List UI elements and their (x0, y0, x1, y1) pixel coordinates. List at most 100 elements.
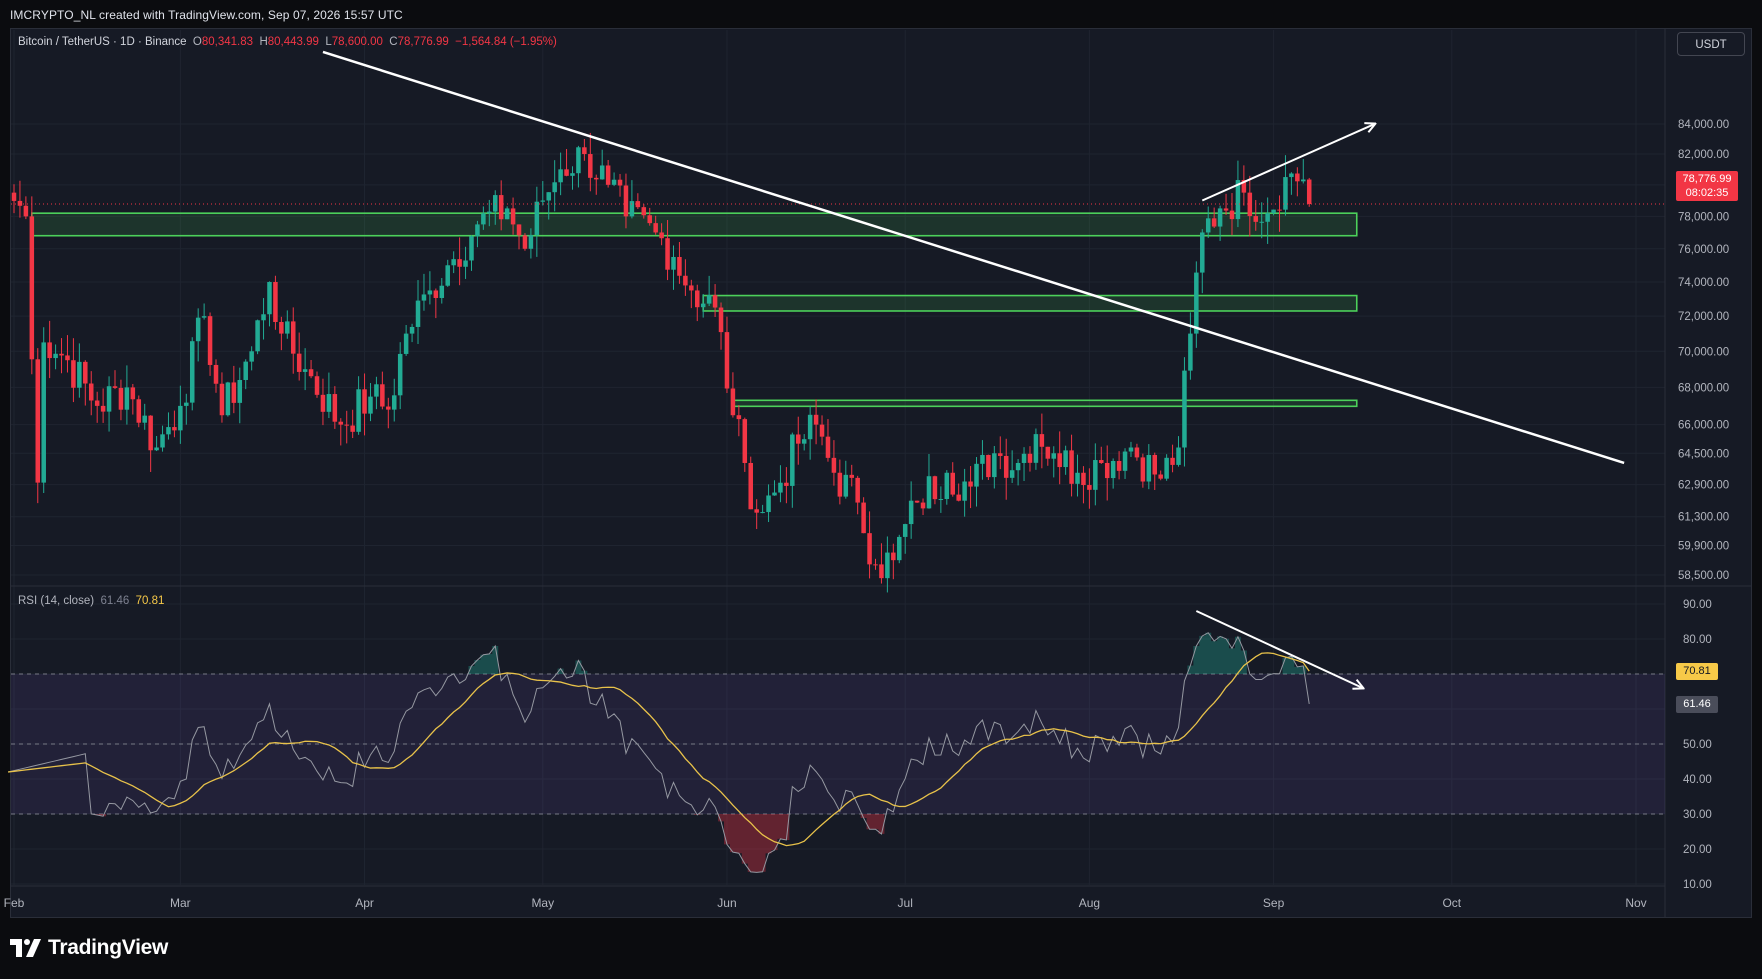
candle-body (374, 384, 379, 397)
candle-body (326, 394, 332, 412)
candle-body (843, 474, 849, 497)
candle-body (695, 290, 700, 308)
price-axis-label: 59,900.00 (1678, 541, 1729, 553)
price-axis-label: 74,000.00 (1678, 277, 1729, 289)
candle-body (1235, 180, 1241, 220)
candle-body (225, 382, 231, 416)
candle-body (267, 282, 272, 315)
rsi-axis-label: 10.00 (1683, 879, 1712, 891)
candle-body (1015, 462, 1021, 471)
candle-body (451, 259, 456, 266)
candle-body (308, 369, 314, 377)
candle-body (160, 434, 165, 448)
rsi-axis-label: 90.00 (1683, 599, 1712, 611)
candle-body (588, 154, 593, 178)
candle-body (510, 208, 516, 225)
high-value: 80,443.99 (267, 36, 319, 48)
candle-body (463, 260, 468, 267)
candle-body (415, 300, 421, 327)
rsi-line (7, 632, 1310, 873)
candle-body (1087, 485, 1092, 490)
candle-body (302, 369, 308, 372)
candle-body (849, 474, 854, 478)
candle-body (546, 192, 551, 201)
candle-body (576, 147, 581, 174)
candle-body (481, 213, 486, 225)
candle-body (570, 173, 575, 176)
symbol-name[interactable]: Bitcoin / TetherUS · 1D · Binance (18, 36, 187, 48)
chart-frame[interactable] (10, 28, 1752, 918)
rsi-axis-label: 40.00 (1683, 774, 1712, 786)
price-axis-label: 62,900.00 (1678, 480, 1729, 492)
candle-body (724, 332, 730, 389)
currency-button[interactable]: USDT (1677, 32, 1745, 56)
candle-body (968, 481, 973, 487)
candle-body (261, 314, 266, 321)
candle-body (1134, 447, 1140, 458)
candle-body (100, 405, 106, 412)
candle-body (1039, 434, 1045, 447)
tradingview-logo[interactable]: TradingView (10, 936, 168, 960)
candle-body (427, 290, 433, 295)
low-value: 78,600.00 (331, 36, 383, 48)
candle-body (796, 434, 801, 444)
candle-body (498, 195, 504, 220)
candle-body (1295, 173, 1300, 182)
candle-body (712, 295, 718, 308)
candle-body (11, 192, 17, 201)
candle-body (908, 500, 914, 525)
candle-body (1289, 173, 1294, 178)
candle-body (213, 364, 219, 384)
candle-body (1271, 209, 1276, 214)
candle-body (665, 238, 670, 270)
candle-body (1110, 460, 1116, 479)
candle-body (897, 536, 902, 561)
candle-body (59, 353, 64, 356)
candle-body (279, 321, 284, 334)
candle-body (1045, 446, 1051, 459)
candle-body (1188, 333, 1193, 371)
candle-body (285, 321, 290, 334)
candle-body (617, 179, 623, 186)
candle-body (469, 236, 474, 261)
time-axis-label: Sep (1263, 896, 1285, 910)
candle-body (296, 353, 302, 372)
candle-body (807, 414, 813, 440)
candle-body (938, 499, 944, 501)
rsi-legend[interactable]: RSI (14, close) 61.46 70.81 (18, 595, 164, 607)
price-axis-label: 84,000.00 (1678, 119, 1729, 131)
rsi-ma-badge: 70.81 (1676, 663, 1718, 680)
candle-body (1081, 472, 1086, 486)
candle-body (421, 294, 427, 301)
candle-body (1158, 474, 1163, 479)
close-value: 78,776.99 (397, 36, 449, 48)
time-axis-label: Jul (898, 896, 913, 910)
symbol-legend[interactable]: Bitcoin / TetherUS · 1D · Binance O80,34… (18, 36, 557, 48)
candle-body (522, 235, 528, 249)
candle-body (974, 463, 979, 487)
candle-body (154, 447, 159, 451)
rsi-axis-label: 50.00 (1683, 739, 1712, 751)
candle-body (1283, 177, 1288, 210)
candle-body (635, 201, 641, 208)
candle-body (558, 169, 563, 183)
candle-body (671, 256, 676, 270)
candle-body (445, 265, 450, 286)
rsi-name[interactable]: RSI (14, close) (18, 595, 95, 607)
candle-body (290, 321, 296, 354)
candle-body (1128, 447, 1134, 452)
candle-body (593, 177, 599, 180)
candle-body (831, 457, 837, 473)
candle-body (772, 492, 777, 496)
candle-body (944, 472, 950, 500)
price-axis-label: 61,300.00 (1678, 512, 1729, 524)
candle-body (611, 179, 617, 185)
candle-body (861, 502, 866, 534)
candle-body (124, 387, 130, 410)
candle-body (653, 223, 658, 233)
candle-body (962, 481, 967, 501)
candle-body (552, 182, 557, 193)
rsi-oversold-fill (94, 814, 885, 873)
candle-body (433, 290, 439, 298)
